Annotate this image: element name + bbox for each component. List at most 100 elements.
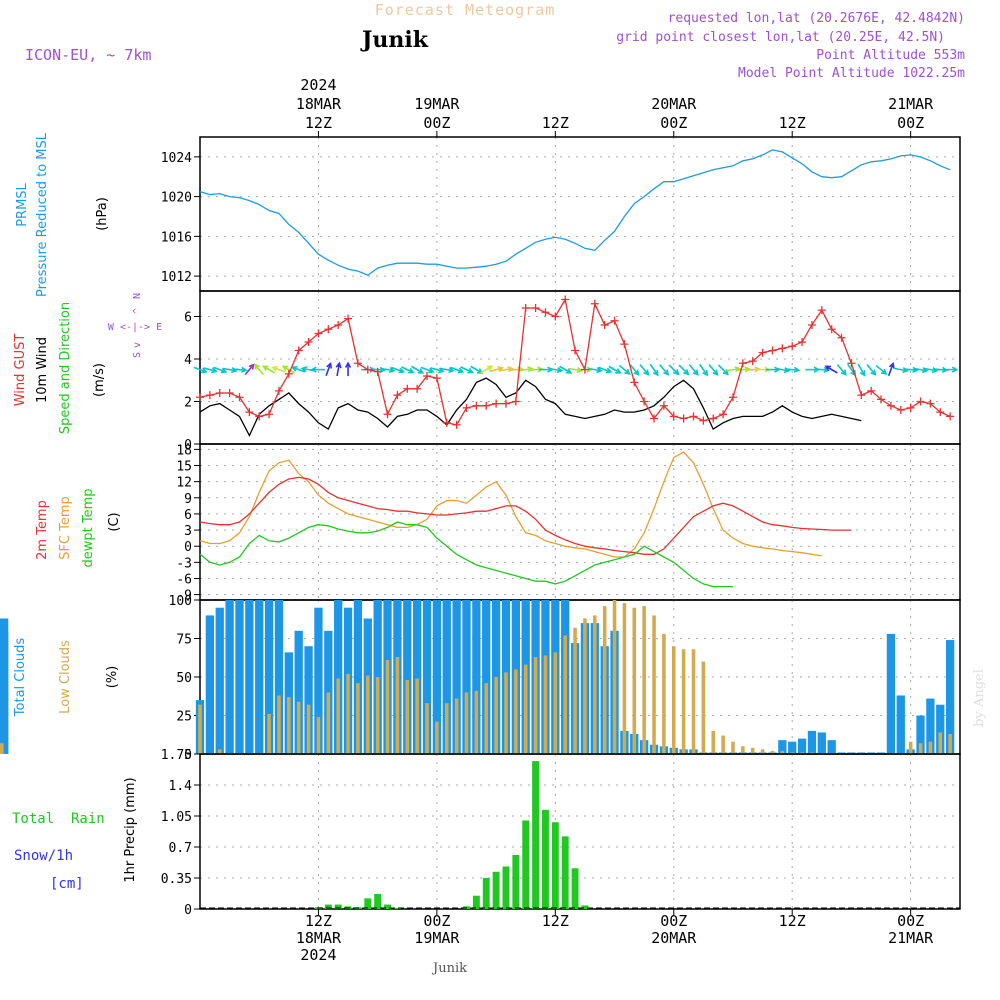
wind-arrow-head <box>565 368 573 374</box>
wind-arrow <box>548 367 564 374</box>
time-tick-label: 19MAR <box>414 929 460 947</box>
wind-arrow-shaft <box>887 363 894 377</box>
wind-arrow <box>698 363 709 377</box>
precip-panel: 0 0.35 0.7 1.05 1.4 1.75 <box>161 748 961 918</box>
low-cloud-bar <box>375 677 380 754</box>
wind-arrow <box>380 367 396 374</box>
y-tick-label: 1020 <box>161 191 192 206</box>
wind-arrow <box>887 361 895 377</box>
low-cloud-bar <box>277 695 281 754</box>
gust-marker <box>669 412 678 421</box>
low-cloud-bar <box>711 730 716 754</box>
wind-arrow-shaft <box>775 367 789 372</box>
rain-bar <box>393 908 401 909</box>
wind-arrow-shaft <box>244 364 255 376</box>
time-tick-label: 12Z <box>779 114 806 132</box>
gust-marker <box>423 372 432 380</box>
total-rain-label: Total Rain <box>12 811 105 827</box>
y-tick-label: 1.05 <box>161 810 192 825</box>
wind-arrow-shaft <box>203 367 217 373</box>
wind-unit: (m/s) <box>92 363 107 397</box>
gust-marker <box>393 391 402 400</box>
model-altitude: Model Point Altitude 1022.25m <box>738 66 965 81</box>
sfctemp-label: SFC Temp <box>58 496 73 560</box>
low-cloud-bar <box>326 692 331 754</box>
wind-arrow <box>824 365 838 374</box>
rain-bar <box>384 904 391 909</box>
wind-arrow <box>411 365 425 374</box>
total-cloud-bar <box>264 600 274 754</box>
low-cloud-bar <box>336 678 340 754</box>
wind-arrow-head <box>408 367 415 374</box>
wind-arrow-shaft <box>193 366 207 373</box>
gust-marker <box>442 418 451 427</box>
compass-north: N <box>132 293 143 299</box>
wind-arrow-shaft <box>411 365 424 374</box>
wind-arrow-shaft <box>708 364 719 376</box>
total-cloud-bar <box>235 600 244 754</box>
total-cloud-bar <box>807 730 817 754</box>
low-cloud-bar <box>701 661 706 754</box>
panel-frame <box>199 443 961 601</box>
low-cloud-bar <box>395 656 400 754</box>
total-cloud-bar <box>916 715 925 754</box>
gust-marker <box>235 393 244 402</box>
total-cloud-bar <box>827 740 836 754</box>
rain-bar <box>571 868 579 909</box>
gust-marker <box>906 403 915 412</box>
low-cloud-bar <box>296 701 301 754</box>
low-cloud-bar <box>938 732 943 754</box>
low-cloud-bar <box>731 741 735 754</box>
time-tick-label: 19MAR <box>414 95 460 113</box>
wind-arrow-shaft <box>559 365 572 374</box>
wind-arrow-head <box>326 361 333 369</box>
gust-marker <box>324 325 333 334</box>
point-altitude: Point Altitude 553m <box>816 48 965 63</box>
y-tick-label: 1024 <box>161 151 192 166</box>
wind-arrow-head <box>448 367 455 374</box>
wind-arrow <box>875 364 888 375</box>
wind-arrow <box>291 365 306 373</box>
rain-bar <box>334 904 342 909</box>
wind-arrow-head <box>388 367 396 374</box>
y-tick-label: 6 <box>184 311 192 326</box>
wind-arrow-head <box>417 368 425 374</box>
total-cloud-bar <box>817 732 826 754</box>
wind-arrow-head <box>643 369 650 376</box>
wind-arrow <box>344 361 352 377</box>
total-cloud-bar <box>886 633 896 754</box>
low-cloud-bar <box>928 741 933 754</box>
wind-arrow <box>203 367 218 374</box>
wind-arrow-shaft <box>325 363 332 377</box>
time-tick-label: 2024 <box>300 946 336 964</box>
total-cloud-bar <box>788 741 797 754</box>
rain-bar <box>561 836 569 909</box>
wind-arrow-head <box>652 369 659 377</box>
chart-title: Forecast Meteogram <box>375 1 556 19</box>
y-tick-label: 0.7 <box>169 841 192 856</box>
watermark: by Angel <box>972 669 987 727</box>
low-cloud-bar <box>306 704 311 754</box>
gust-marker <box>936 408 945 417</box>
wind-arrow-shaft <box>639 364 649 376</box>
gust-marker <box>916 397 925 406</box>
gust-marker <box>294 346 303 355</box>
requested-coords: requested lon,lat (20.2676E, 42.4842N) <box>668 11 965 26</box>
wind-arrow-head <box>486 365 494 372</box>
wind-arrow-head <box>211 367 218 374</box>
wind-arrow <box>618 364 631 375</box>
low-cloud-bar <box>908 741 913 754</box>
time-tick-label: 00Z <box>897 912 924 930</box>
gust-marker <box>265 410 274 419</box>
wind-arrow-head <box>291 365 298 372</box>
total-cloud-bar <box>472 600 481 754</box>
low-cloud-bar <box>533 656 538 754</box>
low-cloud-bar <box>770 750 775 754</box>
wind-arrow <box>460 366 474 374</box>
pressure-panel: 1012 1016 1020 1024 <box>161 136 961 292</box>
wind-arrow <box>943 366 959 373</box>
gust-marker <box>689 412 698 421</box>
y-tick-label: 4 <box>184 353 192 368</box>
gust-marker <box>709 414 718 423</box>
low-cloud-bar <box>721 735 725 754</box>
